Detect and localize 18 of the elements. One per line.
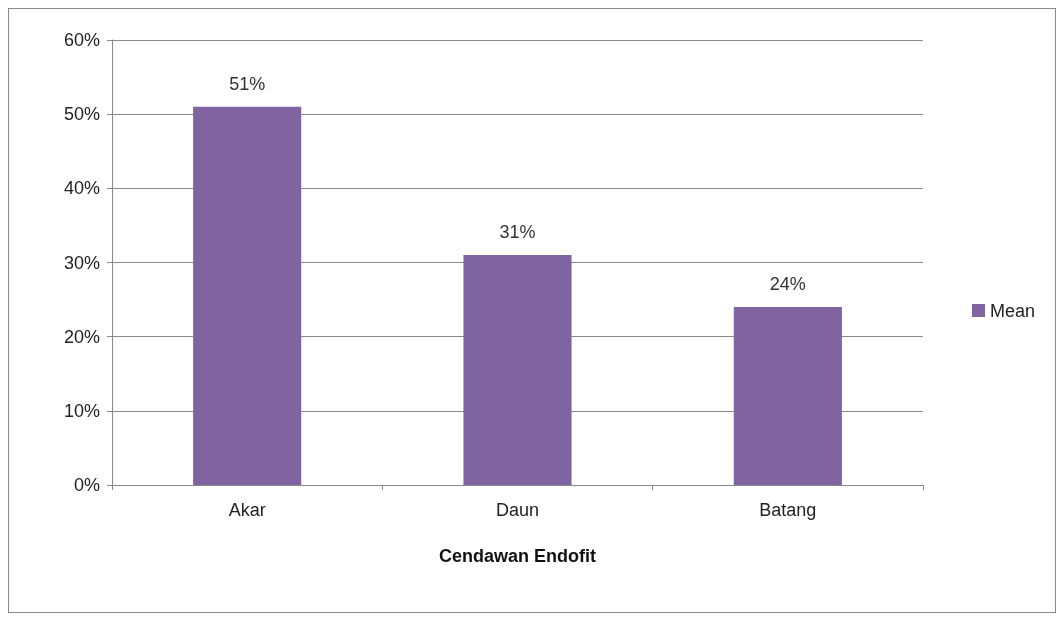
legend-label: Mean bbox=[989, 300, 1035, 321]
y-tick-label: 40% bbox=[63, 178, 100, 199]
data-label: 31% bbox=[499, 222, 536, 243]
x-tick-label: Daun bbox=[495, 500, 540, 520]
y-tick-label: 10% bbox=[63, 400, 100, 421]
data-label: 51% bbox=[229, 73, 266, 94]
x-tick-label: Akar bbox=[228, 500, 266, 520]
x-tick-label: Batang bbox=[759, 500, 817, 520]
data-label: 24% bbox=[769, 274, 806, 294]
bar bbox=[733, 307, 842, 485]
y-tick-label: 0% bbox=[73, 475, 100, 495]
bar bbox=[193, 106, 302, 485]
bar bbox=[463, 255, 572, 485]
y-tick-label: 50% bbox=[63, 104, 100, 125]
y-tick-label: 30% bbox=[63, 252, 100, 273]
y-tick-label: 20% bbox=[63, 326, 100, 347]
y-tick-label: 60% bbox=[63, 30, 100, 50]
x-axis-title: Cendawan Endofit bbox=[439, 546, 596, 566]
